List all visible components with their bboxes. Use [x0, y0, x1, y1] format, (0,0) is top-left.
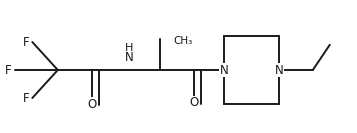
Text: N: N	[275, 63, 283, 76]
Text: F: F	[5, 63, 11, 76]
Text: O: O	[189, 96, 198, 109]
Text: N: N	[125, 51, 134, 64]
Text: H: H	[125, 43, 134, 53]
Text: F: F	[23, 36, 30, 49]
Text: CH₃: CH₃	[174, 36, 193, 46]
Text: O: O	[87, 98, 96, 111]
Text: F: F	[23, 92, 30, 105]
Text: N: N	[220, 63, 229, 76]
